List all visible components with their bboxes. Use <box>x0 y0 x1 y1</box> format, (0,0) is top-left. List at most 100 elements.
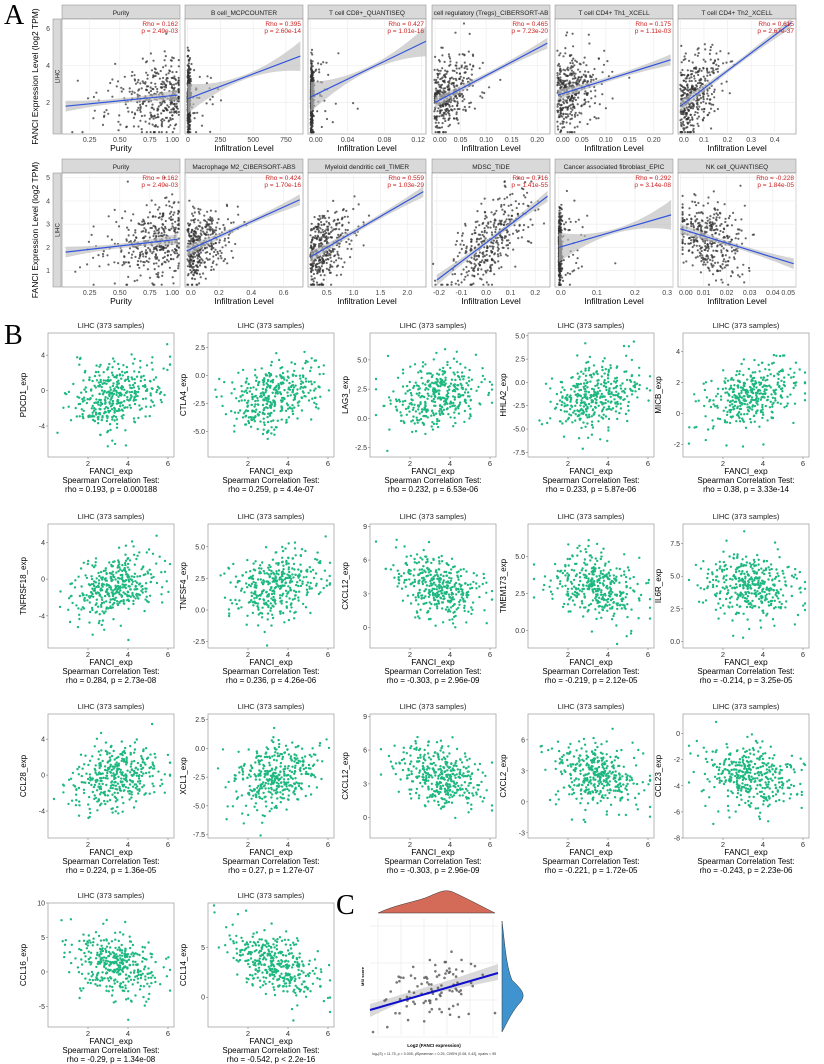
data-point <box>576 79 579 82</box>
x-axis-title: Infiltration Level <box>707 296 767 306</box>
data-point <box>164 55 167 58</box>
data-point <box>199 256 202 259</box>
data-point <box>174 78 177 82</box>
data-point <box>155 247 158 250</box>
data-point <box>441 76 444 79</box>
y-tick-label: 2 <box>46 100 50 107</box>
data-point <box>208 258 211 261</box>
data-point <box>152 117 155 120</box>
data-point <box>177 91 180 94</box>
data-point <box>458 107 461 111</box>
data-point <box>163 393 166 397</box>
data-point <box>465 271 468 274</box>
data-point <box>720 222 723 226</box>
data-point <box>140 223 143 226</box>
data-point <box>147 246 150 250</box>
data-point <box>163 83 166 86</box>
data-point <box>684 80 688 83</box>
data-point <box>433 110 436 113</box>
data-point <box>569 112 572 115</box>
data-point <box>109 398 112 401</box>
data-point <box>136 81 139 84</box>
data-point <box>497 260 500 263</box>
data-point <box>570 69 574 72</box>
data-point <box>221 246 224 249</box>
data-point <box>174 231 177 234</box>
data-point <box>565 74 568 78</box>
data-point <box>557 128 560 131</box>
data-point <box>565 189 569 193</box>
data-point <box>311 121 314 124</box>
data-point <box>156 113 159 116</box>
data-point <box>455 67 458 70</box>
data-point <box>452 97 455 100</box>
data-point <box>713 255 716 258</box>
data-point <box>439 78 442 81</box>
data-point <box>456 279 460 282</box>
data-point <box>439 69 442 72</box>
data-point <box>582 80 585 83</box>
data-point <box>143 227 146 230</box>
data-point <box>453 108 456 111</box>
data-point <box>171 114 174 117</box>
data-point <box>712 69 715 72</box>
data-point <box>159 101 162 104</box>
data-point <box>317 222 320 225</box>
data-point <box>485 271 488 274</box>
data-point <box>456 255 459 258</box>
data-point <box>326 210 329 213</box>
data-point <box>352 207 355 211</box>
data-point <box>702 258 706 261</box>
data-point <box>156 125 159 128</box>
data-point <box>707 245 710 248</box>
data-point <box>690 218 693 221</box>
data-point <box>724 217 727 220</box>
data-point <box>722 247 725 250</box>
data-point <box>685 112 689 115</box>
data-point <box>708 52 712 56</box>
data-point <box>681 248 684 251</box>
y-tick-label: 2 <box>46 245 50 252</box>
data-point <box>566 272 569 275</box>
data-point <box>688 77 691 80</box>
data-point <box>214 248 217 251</box>
data-point <box>728 256 731 259</box>
data-point <box>213 250 216 254</box>
data-point <box>329 230 333 234</box>
data-point <box>569 122 572 125</box>
data-point <box>163 255 166 258</box>
data-point <box>696 240 699 243</box>
data-point <box>124 103 127 106</box>
data-point <box>603 49 606 52</box>
data-point <box>127 110 130 113</box>
data-point <box>463 61 466 64</box>
data-point <box>470 262 473 265</box>
data-point <box>696 101 699 104</box>
data-point <box>162 66 165 69</box>
data-point <box>693 89 696 92</box>
data-point <box>327 258 330 261</box>
data-point <box>575 82 579 85</box>
data-point <box>192 262 195 265</box>
data-point <box>309 59 312 62</box>
data-point <box>740 218 743 221</box>
data-point <box>112 382 115 385</box>
data-point <box>189 241 192 245</box>
data-point <box>336 252 339 256</box>
data-point <box>705 254 709 257</box>
data-point <box>135 375 139 378</box>
data-point <box>345 240 348 244</box>
data-point <box>139 103 142 106</box>
data-point <box>562 259 565 262</box>
data-point <box>582 61 585 64</box>
data-point <box>706 202 710 205</box>
data-point <box>322 61 325 64</box>
data-point <box>170 111 173 114</box>
data-point <box>345 209 348 212</box>
data-point <box>174 269 177 272</box>
data-point <box>114 415 118 419</box>
data-point <box>452 77 455 80</box>
data-point <box>132 213 135 216</box>
data-point <box>433 108 437 111</box>
